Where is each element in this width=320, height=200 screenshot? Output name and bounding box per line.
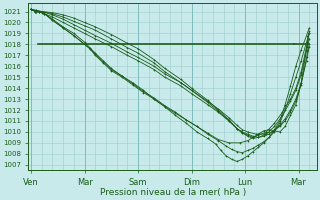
X-axis label: Pression niveau de la mer( hPa ): Pression niveau de la mer( hPa ) bbox=[100, 188, 246, 197]
